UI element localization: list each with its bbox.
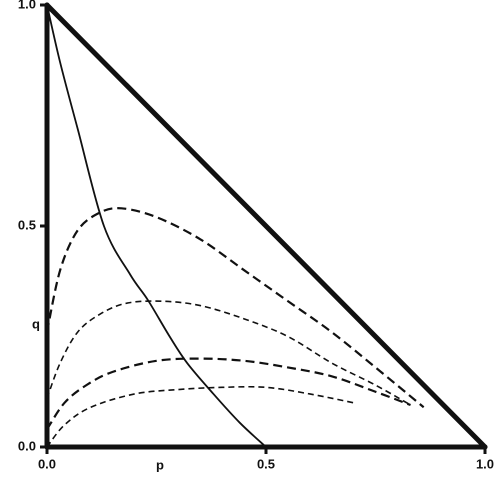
y-axis-label: q (32, 316, 40, 331)
curve (46, 385, 354, 448)
curve (46, 357, 411, 430)
y-tick-label: 0.5 (18, 217, 36, 232)
x-tick-label: 0.5 (257, 456, 275, 471)
x-tick-label: 1.0 (476, 456, 494, 471)
y-tick-label: 0.0 (18, 438, 36, 453)
curve (46, 300, 411, 406)
curve (46, 4, 267, 448)
curve (45, 207, 425, 409)
x-tick-label: 0.0 (38, 456, 56, 471)
triangle-frame (44, 2, 488, 450)
diagonal-edge (44, 2, 488, 450)
y-tick-label: 1.0 (18, 0, 36, 11)
x-axis-label: p (156, 457, 164, 472)
